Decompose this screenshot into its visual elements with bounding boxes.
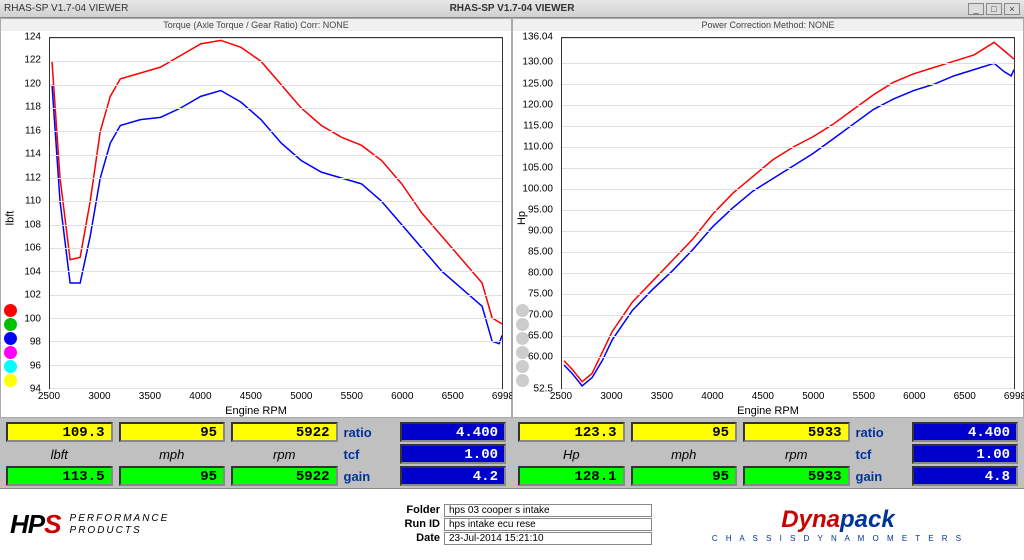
mph-test-l: 95 [119,466,226,486]
torque-lines [50,38,502,388]
torque-plot-area [49,37,503,389]
dynapack-logo: Dynapack C H A S S I S D Y N A M O M E T… [652,506,1024,543]
hp-x-label: Engine RPM [737,405,799,417]
torque-x-label: Engine RPM [225,405,287,417]
hp-test: 128.1 [518,466,625,486]
lbft-test: 113.5 [6,466,113,486]
rpm-test-l: 5922 [231,466,338,486]
torque-chart: Torque (Axle Torque / Gear Ratio) Corr: … [0,18,512,418]
torque-legend [1,304,19,389]
mph-baseline-l: 95 [119,422,226,442]
hp-unit: Hp [518,447,625,462]
gain-label-r: gain [856,469,906,484]
torque-chart-header: Torque (Axle Torque / Gear Ratio) Corr: … [1,19,511,31]
rpm-baseline-l: 5922 [231,422,338,442]
date-label: Date [392,532,440,545]
runid-value: hps intake ecu rese [444,518,652,531]
rpm-unit-r: rpm [743,447,850,462]
readout-row: 109.3 95 5922 ratio 4.400 lbft mph rpm t… [0,418,1024,488]
hp-chart: Power Correction Method: NONE Hp 52.560.… [512,18,1024,418]
hp-chart-header: Power Correction Method: NONE [513,19,1023,31]
hps-logo: HPS PERFORMANCEPRODUCTS [0,505,392,544]
tcf-val-r: 1.00 [912,444,1019,464]
run-meta: Folder hps 03 cooper s intake Run ID hps i… [392,503,652,546]
ratio-val-l: 4.400 [400,422,507,442]
hp-plot-area [561,37,1015,389]
readout-left: 109.3 95 5922 ratio 4.400 lbft mph rpm t… [0,418,512,488]
rpm-test-r: 5933 [743,466,850,486]
close-button[interactable]: × [1004,3,1020,15]
mph-unit-l: mph [119,447,226,462]
date-value: 23-Jul-2014 15:21:10 [444,532,652,545]
ratio-label-l: ratio [344,425,394,440]
hps-perf-1: PERFORMANCE [70,513,170,524]
charts-row: Torque (Axle Torque / Gear Ratio) Corr: … [0,18,1024,418]
gain-label-l: gain [344,469,394,484]
minimize-button[interactable]: _ [968,3,984,15]
ratio-label-r: ratio [856,425,906,440]
readout-right: 123.3 95 5933 ratio 4.400 Hp mph rpm tcf… [512,418,1024,488]
hp-legend [513,304,531,389]
tcf-label-l: tcf [344,447,394,462]
folder-label: Folder [392,504,440,517]
ratio-val-r: 4.400 [912,422,1019,442]
mph-unit-r: mph [631,447,738,462]
torque-x-ticks: 2500300035004000450050005500600065006998 [49,391,503,403]
runid-label: Run ID [392,518,440,531]
gain-val-l: 4.2 [400,466,507,486]
hps-perf-2: PRODUCTS [70,525,142,536]
gain-val-r: 4.8 [912,466,1019,486]
mph-test-r: 95 [631,466,738,486]
maximize-button[interactable]: □ [986,3,1002,15]
folder-value: hps 03 cooper s intake [444,504,652,517]
dynapack-sub: C H A S S I S D Y N A M O M E T E R S [652,534,1024,543]
tcf-val-l: 1.00 [400,444,507,464]
rpm-unit-l: rpm [231,447,338,462]
tcf-label-r: tcf [856,447,906,462]
footer: HPS PERFORMANCEPRODUCTS Folder hps 03 coo… [0,488,1024,560]
window-buttons: _ □ × [968,3,1020,15]
rpm-baseline-r: 5933 [743,422,850,442]
window-titlebar: RHAS-SP V1.7-04 VIEWER RHAS-SP V1.7-04 V… [0,0,1024,18]
lbft-unit: lbft [6,447,113,462]
lbft-baseline: 109.3 [6,422,113,442]
hp-x-ticks: 2500300035004000450050005500600065006998 [561,391,1015,403]
title-center: RHAS-SP V1.7-04 VIEWER [450,3,575,14]
mph-baseline-r: 95 [631,422,738,442]
hp-baseline: 123.3 [518,422,625,442]
title-left: RHAS-SP V1.7-04 VIEWER [4,3,128,14]
